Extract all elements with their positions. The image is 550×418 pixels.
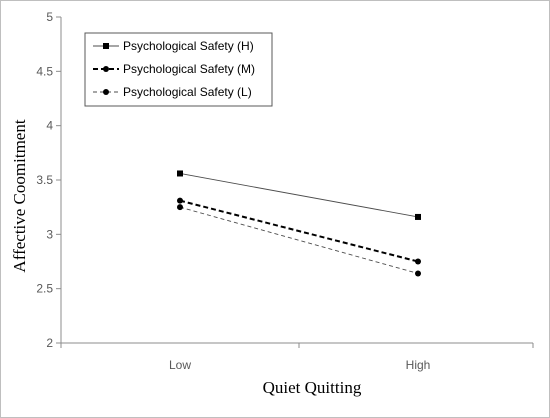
legend-marker (103, 89, 109, 95)
legend-item: Psychological Safety (H) (93, 39, 254, 53)
series-2 (177, 197, 421, 265)
x-tick-label: High (406, 358, 431, 372)
y-tick-label: 2 (46, 336, 53, 350)
y-axis-ticks: 2 2.5 3 3.5 4 4.5 5 (36, 10, 61, 350)
series-line (179, 199, 419, 263)
data-point (177, 170, 183, 177)
data-point (415, 258, 421, 265)
y-tick-label: 4 (46, 119, 53, 133)
data-point (177, 204, 183, 211)
x-tick-label: Low (169, 358, 191, 372)
y-axis-title: Affective Coomitment (10, 119, 29, 272)
y-tick-label: 2.5 (36, 282, 53, 296)
data-point (415, 270, 421, 277)
y-tick-label: 3 (46, 227, 53, 241)
legend-item: Psychological Safety (M) (93, 62, 255, 76)
legend: Psychological Safety (H) Psychological Sa… (84, 32, 273, 107)
y-tick-label: 3.5 (36, 173, 53, 187)
data-point (415, 213, 421, 220)
legend-item: Psychological Safety (L) (93, 85, 252, 99)
legend-label: Psychological Safety (M) (123, 62, 255, 76)
legend-box (84, 32, 273, 107)
x-axis-title: Quiet Quitting (263, 378, 362, 397)
legend-marker (103, 43, 109, 49)
legend-label: Psychological Safety (H) (123, 39, 254, 53)
legend-label: Psychological Safety (L) (123, 85, 252, 99)
series-3 (177, 204, 421, 277)
series-1 (177, 170, 421, 220)
x-axis-ticks: Low High (60, 343, 534, 372)
y-tick-label: 5 (46, 10, 53, 24)
series-line (179, 173, 419, 218)
legend-marker (103, 66, 109, 72)
data-point (177, 197, 183, 204)
series-layer (177, 170, 421, 277)
series-line (179, 206, 419, 274)
y-tick-label: 4.5 (36, 64, 53, 78)
